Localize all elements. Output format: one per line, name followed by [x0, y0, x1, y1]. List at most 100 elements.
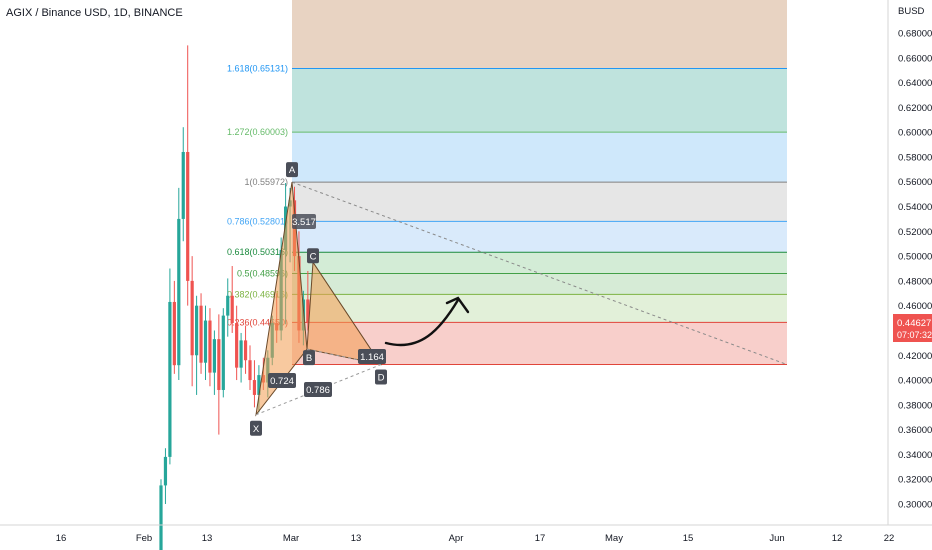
price-tick: 0.54000: [898, 202, 932, 213]
harmonic-pattern[interactable]: X A B C D 0.724 0.786 1.164 3.517: [250, 162, 387, 436]
price-tick: 0.66000: [898, 53, 932, 64]
svg-text:0.724: 0.724: [270, 376, 294, 387]
fib-level-label: 0.382(0.46916): [227, 289, 288, 299]
candle: [163, 448, 168, 504]
fib-level-label: 1.618(0.65131): [227, 64, 288, 74]
price-tick: 0.36000: [898, 425, 932, 436]
fib-retracement[interactable]: 0.236(0.44650) 0.382(0.46916) 0.5(0.48596)…: [227, 0, 788, 366]
fib-level-label: 0.5(0.48596): [237, 269, 288, 279]
candle: [212, 330, 216, 395]
time-tick: 16: [56, 533, 67, 544]
fib-trend-line: [291, 181, 788, 366]
price-tick: 0.56000: [898, 177, 932, 188]
bd-line: [306, 348, 382, 366]
time-tick: 13: [202, 533, 213, 544]
fib-zone: [292, 221, 787, 253]
candle: [203, 305, 208, 381]
last-price-value: 0.44627: [897, 318, 931, 329]
time-tick: 22: [884, 533, 895, 544]
pattern-point-x: X: [250, 420, 262, 436]
ratio-label: 0.724: [268, 373, 296, 388]
svg-text:A: A: [289, 165, 296, 176]
candle: [243, 325, 248, 374]
fib-zone: [292, 182, 787, 222]
time-tick: Mar: [283, 533, 299, 544]
price-tick: 0.34000: [898, 450, 932, 461]
fib-level-label: 1(0.55972): [244, 177, 288, 187]
candle: [186, 45, 190, 306]
projection-arrow[interactable]: [384, 296, 470, 347]
candle: [252, 360, 257, 408]
time-tick: 17: [535, 533, 546, 544]
time-tick: 15: [683, 533, 694, 544]
fib-level-label: 0.236(0.44650): [227, 317, 288, 327]
candle: [195, 295, 199, 395]
svg-text:1.164: 1.164: [360, 352, 384, 363]
fib-level-label: 0.786(0.52801): [227, 216, 288, 226]
fib-extension-label: 3.517: [292, 214, 316, 229]
fib-level-label: 0.618(0.50316): [227, 247, 288, 257]
candle: [221, 308, 225, 398]
time-tick: 13: [351, 533, 362, 544]
svg-text:X: X: [253, 424, 260, 435]
candle: [177, 187, 181, 381]
candle: [181, 127, 185, 242]
time-axis[interactable]: 16 Feb 13 Mar 13 Apr 17 May 15 Jun 12 22: [56, 533, 895, 544]
svg-text:C: C: [310, 251, 317, 262]
candle: [235, 305, 239, 381]
fib-zone-top: [292, 0, 787, 69]
price-tick: 0.52000: [898, 227, 932, 238]
price-tick: 0.64000: [898, 78, 932, 89]
price-tick: 0.60000: [898, 128, 932, 139]
candle: [226, 278, 230, 337]
fib-zone: [292, 132, 787, 183]
candle: [306, 270, 310, 331]
price-axis[interactable]: 0.30000 0.32000 0.34000 0.36000 0.38000 0.400…: [898, 29, 932, 511]
price-tick: 0.58000: [898, 152, 932, 163]
candle: [172, 280, 176, 374]
pattern-point-c: C: [307, 248, 319, 264]
ratio-label: 1.164: [358, 349, 386, 364]
price-tick: 0.30000: [898, 500, 932, 511]
last-price-badge: 0.44627 07:07:32: [893, 314, 932, 342]
svg-text:B: B: [306, 353, 312, 364]
fib-zone: [292, 273, 787, 295]
fib-zone: [292, 68, 787, 133]
fib-level-label: 1.272(0.60003): [227, 127, 288, 137]
ratio-label: 0.786: [304, 382, 332, 397]
candle: [190, 256, 194, 387]
fib-zone: [292, 294, 787, 323]
pattern-point-a: A: [286, 162, 298, 178]
time-tick: Apr: [449, 533, 464, 544]
price-tick: 0.40000: [898, 376, 932, 387]
currency-label: BUSD: [898, 6, 925, 17]
price-tick: 0.50000: [898, 252, 932, 263]
price-tick: 0.42000: [898, 351, 932, 362]
svg-text:0.786: 0.786: [306, 385, 330, 396]
countdown-value: 07:07:32: [897, 330, 932, 340]
price-tick: 0.46000: [898, 301, 932, 312]
candle: [208, 308, 212, 387]
price-tick: 0.32000: [898, 475, 932, 486]
price-tick: 0.62000: [898, 103, 932, 114]
pattern-point-b: B: [303, 350, 315, 366]
candle: [239, 332, 243, 383]
candle: [199, 293, 203, 374]
candle: [159, 479, 163, 550]
time-tick: May: [605, 533, 623, 544]
time-tick: Feb: [136, 533, 152, 544]
chart-title: AGIX / Binance USD, 1D, BINANCE: [6, 7, 183, 19]
time-tick: Jun: [769, 533, 784, 544]
price-tick: 0.38000: [898, 400, 932, 411]
pattern-point-d: D: [375, 369, 387, 385]
price-tick: 0.48000: [898, 276, 932, 287]
fib-zone: [292, 252, 787, 274]
time-tick: 12: [832, 533, 843, 544]
price-tick: 0.68000: [898, 29, 932, 40]
svg-text:3.517: 3.517: [292, 217, 316, 228]
candle: [230, 266, 234, 333]
svg-text:D: D: [378, 373, 385, 384]
candle: [217, 314, 221, 435]
candle: [248, 345, 252, 390]
